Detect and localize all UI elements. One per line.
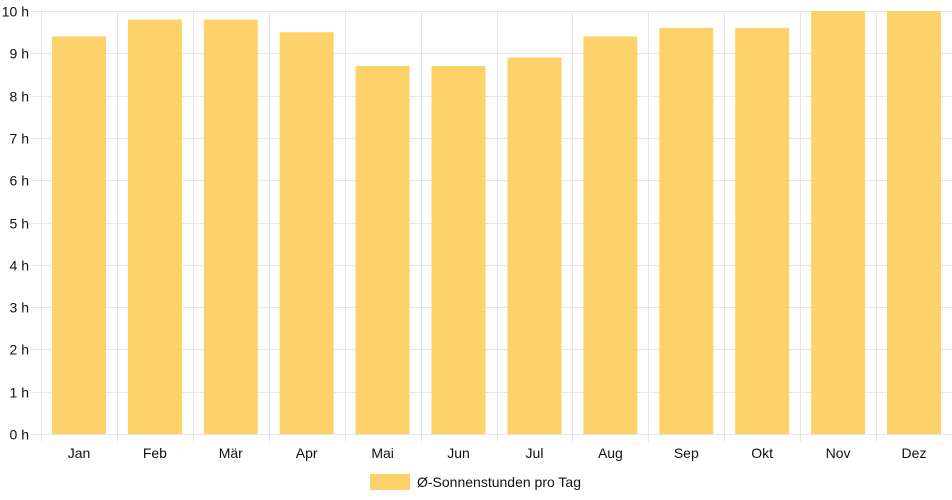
y-tick-label: 8 h: [10, 89, 29, 105]
bar: [127, 19, 182, 434]
bar: [203, 19, 258, 434]
y-tick-label: 7 h: [10, 131, 29, 147]
bar: [52, 36, 106, 435]
bar: [355, 66, 410, 434]
grid: [31, 11, 952, 442]
bar: [583, 36, 638, 435]
x-tick-label: Aug: [598, 445, 623, 461]
y-tick-label: 4 h: [10, 258, 29, 274]
bar: [431, 66, 486, 434]
bar: [659, 27, 714, 435]
x-tick-label: Sep: [674, 445, 699, 461]
x-tick-label: Dez: [902, 445, 927, 461]
y-tick-label: 2 h: [10, 342, 29, 358]
bar: [279, 32, 334, 434]
x-tick-label: Nov: [826, 445, 851, 461]
x-tick-label: Okt: [751, 445, 773, 461]
x-tick-label: Jul: [526, 445, 544, 461]
y-tick-label: 0 h: [10, 427, 29, 443]
y-tick-label: 6 h: [10, 173, 29, 189]
legend-label: Ø-Sonnenstunden pro Tag: [417, 474, 581, 490]
x-tick-label: Apr: [296, 445, 318, 461]
x-tick-label: Mai: [371, 445, 394, 461]
y-tick-label: 3 h: [10, 300, 29, 316]
y-tick-label: 1 h: [10, 385, 29, 401]
bar: [507, 57, 562, 434]
legend[interactable]: Ø-Sonnenstunden pro Tag: [370, 474, 581, 490]
bar-series: [52, 11, 941, 435]
x-axis: Jan Feb Mär Apr Mai Jun Jul Aug Sep Okt Nov Dez: [68, 445, 927, 461]
y-tick-label: 10 h: [2, 4, 29, 20]
y-axis: 0 h 1 h 2 h 3 h 4 h 5 h 6 h 7 h 8 h 9 h 10 h: [2, 4, 29, 443]
bar: [887, 11, 941, 434]
y-tick-label: 5 h: [10, 216, 29, 232]
y-tick-label: 9 h: [10, 46, 29, 62]
x-tick-label: Jan: [68, 445, 91, 461]
x-tick-label: Mär: [219, 445, 243, 461]
bar: [735, 27, 790, 435]
x-tick-label: Jun: [447, 445, 470, 461]
bar: [811, 11, 866, 434]
x-tick-label: Feb: [143, 445, 167, 461]
legend-swatch: [370, 474, 410, 490]
